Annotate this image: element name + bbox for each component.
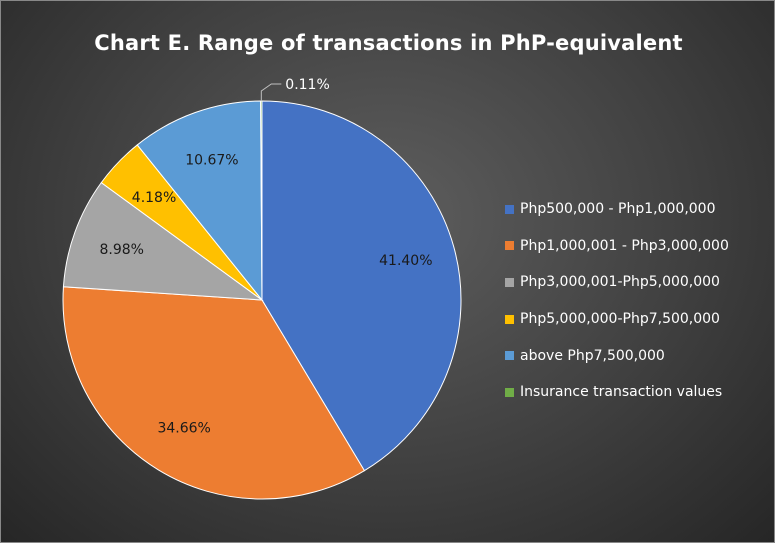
pie-slice-php3-000-001-php5-000-000	[62, 181, 264, 301]
legend-label: Php1,000,001 - Php3,000,000	[520, 237, 729, 254]
pie-slice-php1-000-001-php3-000-000	[62, 286, 366, 500]
legend-swatch	[505, 277, 514, 287]
pie-slice-insurance-transaction-values	[260, 100, 263, 301]
legend-label: Insurance transaction values	[520, 384, 723, 401]
pie-slice-above-php7-500-000	[136, 100, 263, 302]
data-label-above-php7-500-000: 10.67%	[185, 152, 238, 168]
legend-item-insurance-transaction-values: Insurance transaction values	[505, 374, 729, 411]
legend-swatch	[505, 314, 514, 324]
legend-item-php500-000-php1-000-000: Php500,000 - Php1,000,000	[505, 191, 729, 228]
data-label-php500-000-php1-000-000: 41.40%	[379, 253, 432, 269]
legend-swatch	[505, 351, 514, 361]
data-label-php3-000-001-php5-000-000: 8.98%	[99, 242, 143, 258]
legend: Php500,000 - Php1,000,000 Php1,000,001 - …	[505, 191, 729, 411]
legend-swatch	[505, 387, 514, 397]
legend-item-above-php7-500-000: above Php7,500,000	[505, 337, 729, 374]
legend-label: Php5,000,000-Php7,500,000	[520, 311, 720, 328]
legend-item-php1-000-001-php3-000-000: Php1,000,001 - Php3,000,000	[505, 228, 729, 265]
pie-slice-php500-000-php1-000-000	[261, 100, 462, 472]
legend-swatch	[505, 241, 514, 251]
legend-label: Php500,000 - Php1,000,000	[520, 201, 716, 218]
chart-title: Chart E. Range of transactions in PhP-eq…	[94, 31, 683, 55]
leader-line-insurance-transaction-values	[260, 83, 282, 102]
legend-swatch	[505, 204, 514, 214]
legend-item-php3-000-001-php5-000-000: Php3,000,001-Php5,000,000	[505, 264, 729, 301]
legend-label: Php3,000,001-Php5,000,000	[520, 274, 720, 291]
data-label-php5-000-000-php7-500-000: 4.18%	[132, 190, 176, 206]
data-label-php1-000-001-php3-000-000: 34.66%	[157, 420, 210, 436]
data-label-insurance-transaction-values: 0.11%	[285, 77, 329, 93]
legend-label: above Php7,500,000	[520, 347, 665, 364]
legend-item-php5-000-000-php7-500-000: Php5,000,000-Php7,500,000	[505, 301, 729, 338]
